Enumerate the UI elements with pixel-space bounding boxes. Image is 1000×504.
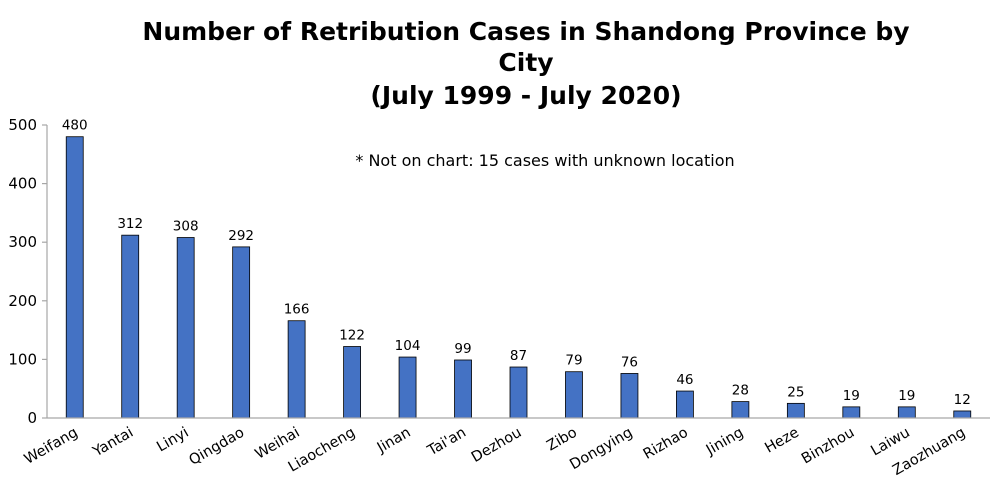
bar-value-label: 122 — [339, 328, 365, 344]
x-tick-label: Laiwu — [868, 425, 912, 460]
x-tick-label: Jinan — [374, 425, 414, 457]
x-tick-label: Linyi — [154, 425, 191, 456]
bar — [509, 366, 528, 419]
bar-value-label: 99 — [454, 341, 471, 357]
x-tick-label: Dezhou — [469, 425, 525, 466]
y-tick-label: 500 — [8, 116, 37, 134]
x-tick-label: Jining — [703, 425, 746, 459]
x-tick-label: Zibo — [544, 425, 580, 455]
bar-value-label: 292 — [228, 228, 254, 244]
y-tick-label: 300 — [8, 233, 37, 251]
x-tick-label: Tai'an — [424, 425, 469, 460]
x-tick-label: Binzhou — [799, 425, 857, 468]
bar — [343, 346, 361, 419]
bar-value-label: 312 — [117, 216, 143, 232]
x-tick-label: Yantai — [90, 425, 137, 461]
bar-value-label: 104 — [395, 338, 421, 354]
x-tick-label: Dongying — [567, 425, 635, 474]
bar — [398, 356, 417, 419]
bar — [953, 410, 972, 419]
y-tick-label: 400 — [8, 175, 37, 193]
bar-value-label: 46 — [676, 372, 693, 388]
bar-value-label: 79 — [565, 353, 582, 369]
bar — [565, 371, 583, 419]
chart-title: Number of Retribution Cases in Shandong … — [142, 17, 909, 110]
chart-annotation: * Not on chart: 15 cases with unknown lo… — [355, 151, 734, 170]
bar — [676, 390, 694, 419]
bar — [176, 237, 195, 419]
x-tick-label: Heze — [762, 425, 802, 457]
y-tick-label: 200 — [8, 292, 37, 310]
bar — [232, 246, 251, 419]
y-tick-label: 0 — [27, 409, 37, 427]
bar — [454, 359, 472, 419]
y-axis: 0 100 200 300 400 500 — [8, 116, 48, 427]
bar — [786, 402, 805, 419]
bar-value-label: 87 — [510, 348, 527, 364]
bar — [897, 406, 916, 419]
bar — [620, 373, 639, 419]
x-tick-label: Weifang — [22, 425, 81, 468]
bar-value-label: 166 — [284, 302, 310, 318]
x-tick-label: Qingdao — [186, 425, 247, 469]
chart-title-line-3: (July 1999 - July 2020) — [370, 81, 681, 110]
bar-value-label: 19 — [898, 388, 915, 404]
bar-value-label: 25 — [787, 384, 804, 400]
bar-value-label: 28 — [732, 383, 749, 399]
bars: 480 312 308 292 166 122 104 99 87 79 76 46 28 25 19 19 1… — [62, 118, 972, 419]
bar — [842, 406, 861, 419]
bar — [65, 136, 84, 419]
bar-value-label: 76 — [621, 354, 638, 370]
bar — [287, 320, 306, 419]
chart-title-line-2: City — [498, 48, 553, 77]
y-tick-label: 100 — [8, 350, 37, 368]
bar — [121, 234, 140, 419]
bar-value-label: 480 — [62, 118, 88, 134]
bar — [731, 401, 750, 419]
bar-value-label: 308 — [173, 219, 199, 235]
x-tick-label: Rizhao — [641, 425, 691, 463]
bar-value-label: 19 — [843, 388, 860, 404]
chart-title-line-1: Number of Retribution Cases in Shandong … — [142, 17, 909, 46]
bar-value-label: 12 — [954, 392, 971, 408]
